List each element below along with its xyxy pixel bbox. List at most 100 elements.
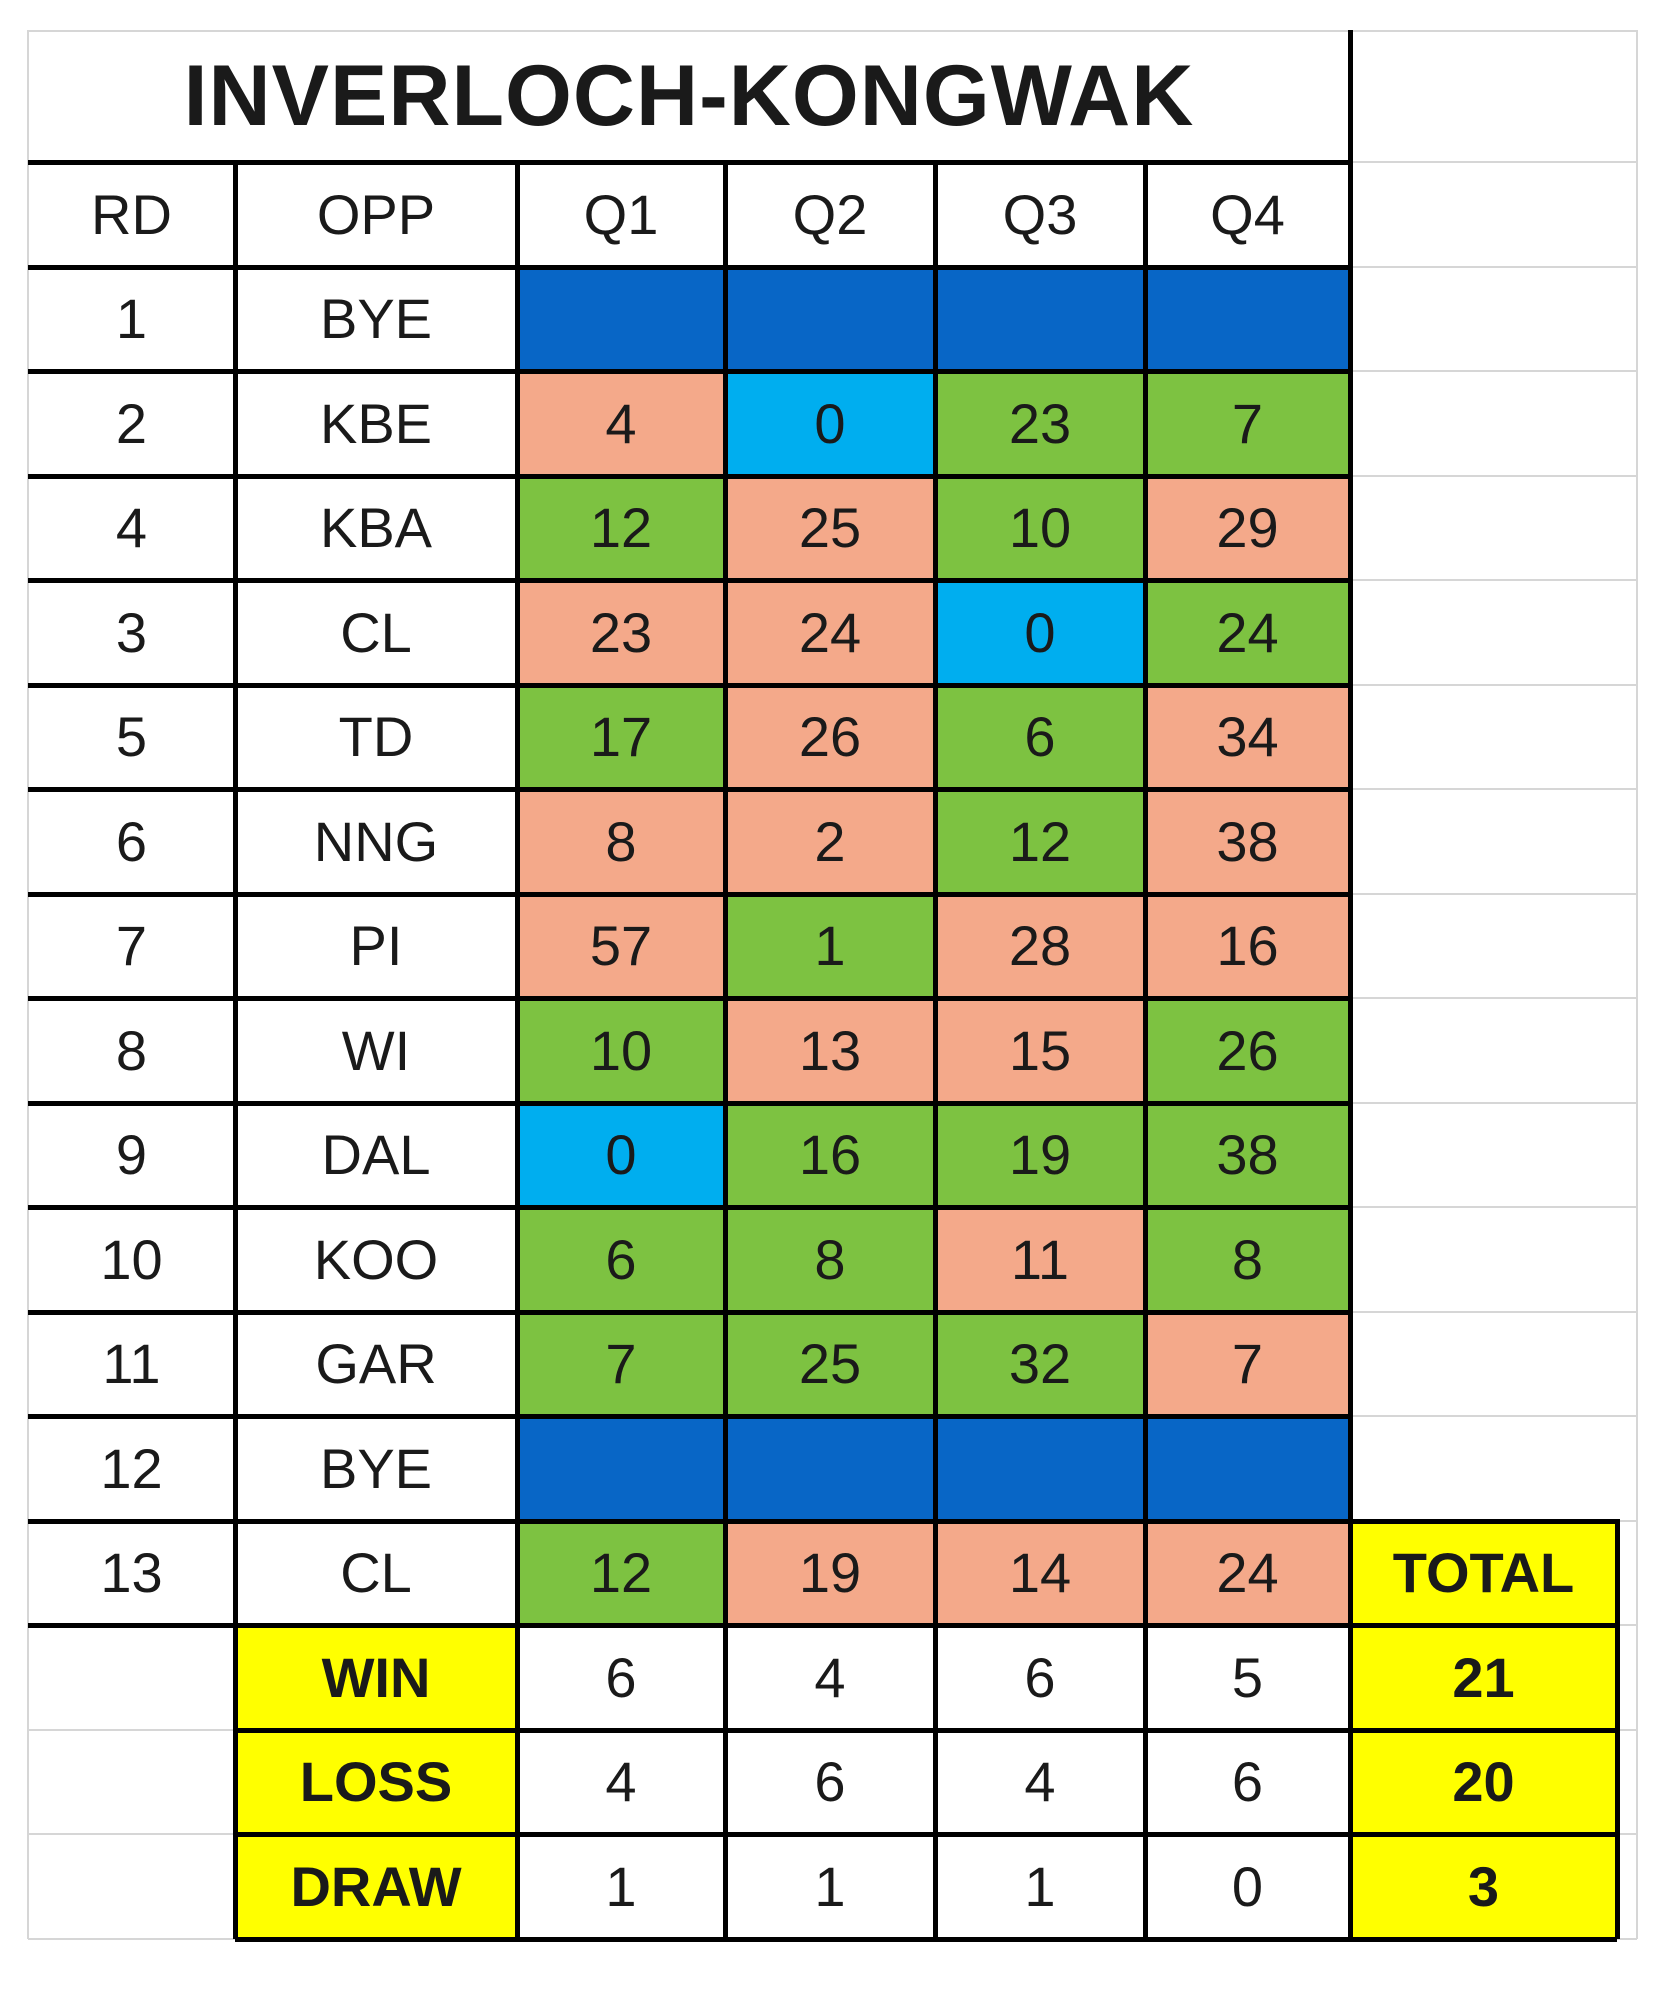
- opponent: DAL: [321, 1123, 431, 1187]
- sheet-title: INVERLOCH-KONGWAK: [183, 47, 1195, 144]
- quarter-score: 24: [1145, 580, 1350, 685]
- quarter-score: 1: [725, 893, 935, 998]
- quarter-score: 29: [1145, 475, 1350, 580]
- border-line: [933, 1625, 938, 1939]
- quarter-score: 26: [725, 684, 935, 789]
- border-line: [28, 1309, 1350, 1315]
- round-number: 5: [115, 705, 148, 769]
- quarter-score: 4: [517, 371, 725, 476]
- round-number: 8: [115, 1018, 148, 1082]
- quarter-score: 6: [517, 1207, 725, 1312]
- quarter-score: 0: [725, 371, 935, 476]
- border-line: [235, 1936, 1350, 1942]
- round-number: 2: [115, 391, 148, 455]
- quarter-score: 25: [725, 475, 935, 580]
- quarter-score: 15: [935, 998, 1145, 1103]
- round-number: 1: [115, 287, 148, 351]
- summary-count: 4: [605, 1750, 637, 1814]
- border-line: [1615, 1518, 1620, 1939]
- quarter-score: 12: [935, 789, 1145, 894]
- round-number: 4: [115, 496, 148, 560]
- border-line: [235, 1832, 1350, 1837]
- summary-count: 4: [814, 1645, 846, 1709]
- quarter-score: 19: [725, 1520, 935, 1625]
- quarter-score: 24: [1145, 1520, 1350, 1625]
- quarter-score: 7: [1145, 1311, 1350, 1416]
- quarter-score: 14: [935, 1520, 1145, 1625]
- summary-count: 4: [1024, 1750, 1056, 1814]
- border-line: [1143, 1625, 1148, 1939]
- quarter-score: 38: [1145, 1102, 1350, 1207]
- border-line: [28, 1100, 1350, 1106]
- quarter-score: 34: [1145, 684, 1350, 789]
- quarter-score: 7: [517, 1311, 725, 1416]
- border-line: [28, 1205, 1350, 1210]
- header-q2: Q2: [792, 182, 868, 246]
- summary-count: 6: [1024, 1645, 1056, 1709]
- border-line: [1350, 1518, 1617, 1524]
- quarter-score: 8: [517, 789, 725, 894]
- quarter-score: 12: [517, 475, 725, 580]
- round-number: 6: [115, 809, 148, 873]
- header-rd: RD: [91, 182, 172, 246]
- quarter-score: 57: [517, 893, 725, 998]
- quarter-score: 32: [935, 1311, 1145, 1416]
- border-line: [28, 682, 1350, 688]
- gridline: [28, 30, 1637, 32]
- quarter-score: 8: [1145, 1207, 1350, 1312]
- border-line: [233, 1625, 238, 1939]
- opponent: TD: [338, 705, 414, 769]
- border-line: [1348, 1625, 1353, 1939]
- quarter-score: 0: [517, 1102, 725, 1207]
- quarter-score: 23: [517, 580, 725, 685]
- quarter-score: 19: [935, 1102, 1145, 1207]
- round-number: 7: [115, 914, 148, 978]
- opponent: WI: [341, 1018, 411, 1082]
- border-line: [28, 473, 1350, 479]
- quarter-score: 7: [1145, 371, 1350, 476]
- opponent: CL: [340, 1541, 412, 1605]
- border-line: [723, 1625, 728, 1939]
- quarter-score: 23: [935, 371, 1145, 476]
- border-line: [1350, 1727, 1617, 1733]
- round-number: 12: [100, 1436, 163, 1500]
- quarter-score: 26: [1145, 998, 1350, 1103]
- quarter-score: 6: [935, 684, 1145, 789]
- opponent: KBA: [319, 496, 433, 560]
- header-q3: Q3: [1002, 182, 1078, 246]
- round-number: 13: [100, 1541, 163, 1605]
- header-q1: Q1: [583, 182, 659, 246]
- border-line: [28, 578, 1350, 583]
- quarter-score: 13: [725, 998, 935, 1103]
- quarter-score: 16: [725, 1102, 935, 1207]
- round-number: 3: [115, 600, 148, 664]
- border-line: [28, 369, 1350, 374]
- opponent: BYE: [319, 287, 433, 351]
- border-line: [28, 264, 1350, 270]
- opponent: CL: [340, 600, 412, 664]
- quarter-score: 17: [517, 684, 725, 789]
- border-line: [1348, 30, 1353, 1625]
- quarter-score: 25: [725, 1311, 935, 1416]
- round-number: 9: [115, 1123, 148, 1187]
- quarter-score: 16: [1145, 893, 1350, 998]
- opponent: KOO: [313, 1227, 439, 1291]
- summary-total: 3: [1350, 1834, 1617, 1939]
- summary-count: 1: [605, 1854, 637, 1918]
- border-line: [28, 1623, 1350, 1628]
- opponent: KBE: [319, 391, 433, 455]
- opponent: NNG: [313, 809, 439, 873]
- summary-count: 1: [814, 1854, 846, 1918]
- summary-total: 20: [1350, 1729, 1617, 1834]
- summary-count: 6: [605, 1645, 637, 1709]
- border-line: [28, 787, 1350, 792]
- header-q4: Q4: [1210, 182, 1285, 246]
- quarter-score: 28: [935, 893, 1145, 998]
- header-opp: OPP: [316, 182, 436, 246]
- quarter-score: 2: [725, 789, 935, 894]
- border-line: [1350, 1832, 1617, 1837]
- quarter-score: 8: [725, 1207, 935, 1312]
- border-line: [515, 1625, 520, 1939]
- border-line: [1350, 1936, 1617, 1942]
